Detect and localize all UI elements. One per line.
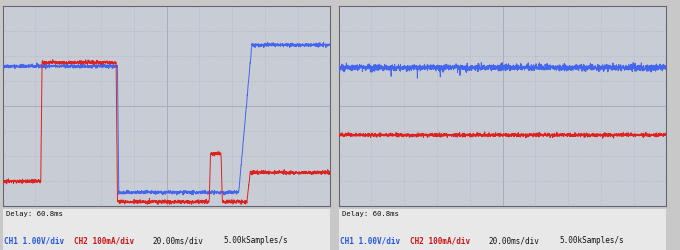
Text: Delay: 60.8ms: Delay: 60.8ms (6, 211, 63, 217)
Text: CH1 1.00V/div: CH1 1.00V/div (340, 236, 400, 245)
Text: 5.00kSamples/s: 5.00kSamples/s (560, 236, 624, 245)
Text: CH2 100mA/div: CH2 100mA/div (74, 236, 134, 245)
Text: 20.00ms/div: 20.00ms/div (488, 236, 539, 245)
Text: 5.00kSamples/s: 5.00kSamples/s (224, 236, 288, 245)
Text: Delay: 60.8ms: Delay: 60.8ms (342, 211, 399, 217)
Text: CH1 1.00V/div: CH1 1.00V/div (4, 236, 64, 245)
Text: CH2 100mA/div: CH2 100mA/div (410, 236, 470, 245)
Text: 20.00ms/div: 20.00ms/div (152, 236, 203, 245)
